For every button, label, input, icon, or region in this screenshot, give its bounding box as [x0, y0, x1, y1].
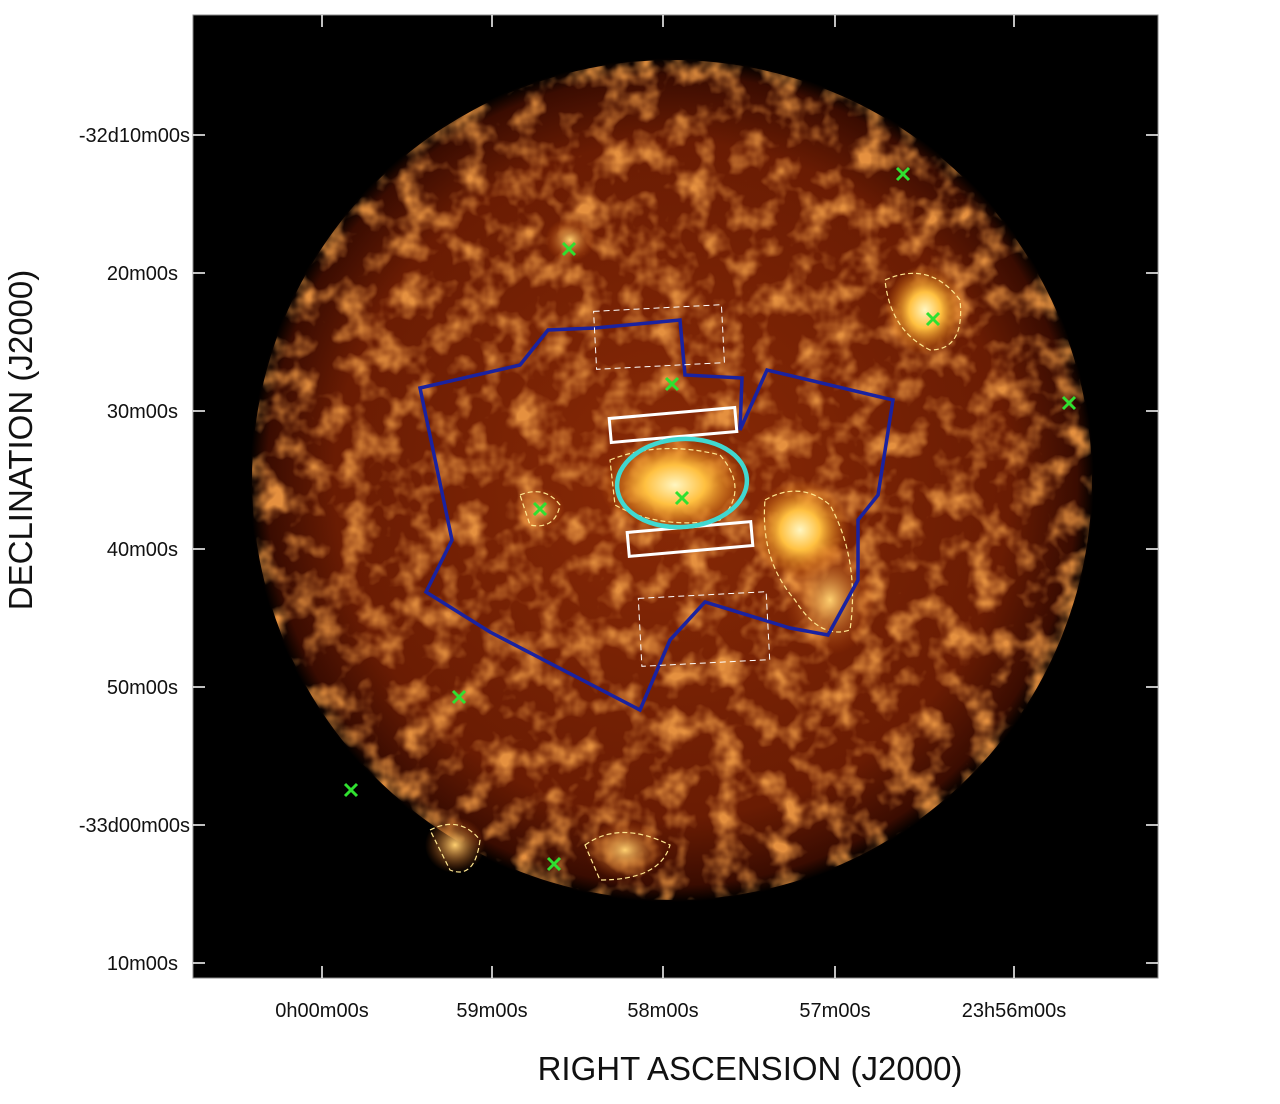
- x-tick-label: 0h00m00s: [275, 1000, 368, 1022]
- x-tick-label: 58m00s: [627, 1000, 698, 1022]
- bright-regions: [425, 218, 965, 880]
- y-axis-label: DECLINATION (J2000): [2, 270, 39, 610]
- y-tick-label: -32d10m00s: [79, 125, 190, 147]
- y-tick-labels: -32d10m00s 20m00s 30m00s 40m00s 50m00s -…: [79, 125, 190, 975]
- y-tick-label: -33d00m00s: [79, 815, 190, 837]
- contours: [429, 272, 962, 881]
- y-tick-label: 30m00s: [107, 401, 178, 423]
- tick-marks: [193, 15, 1158, 978]
- x-tick-label: 59m00s: [456, 1000, 527, 1022]
- field-outline: [417, 318, 895, 713]
- x-tick-label: 57m00s: [799, 1000, 870, 1022]
- y-tick-label: 50m00s: [107, 677, 178, 699]
- x-tick-labels: 0h00m00s 59m00s 58m00s 57m00s 23h56m00s: [275, 1000, 1066, 1022]
- x-tick-label: 23h56m00s: [962, 1000, 1067, 1022]
- x-axis-label: RIGHT ASCENSION (J2000): [538, 1050, 963, 1087]
- point-sources: [343, 166, 1077, 872]
- y-tick-label: 20m00s: [107, 263, 178, 285]
- cluster-ellipse: [614, 436, 750, 530]
- y-tick-label: 40m00s: [107, 539, 178, 561]
- y-tick-label: 10m00s: [107, 953, 178, 975]
